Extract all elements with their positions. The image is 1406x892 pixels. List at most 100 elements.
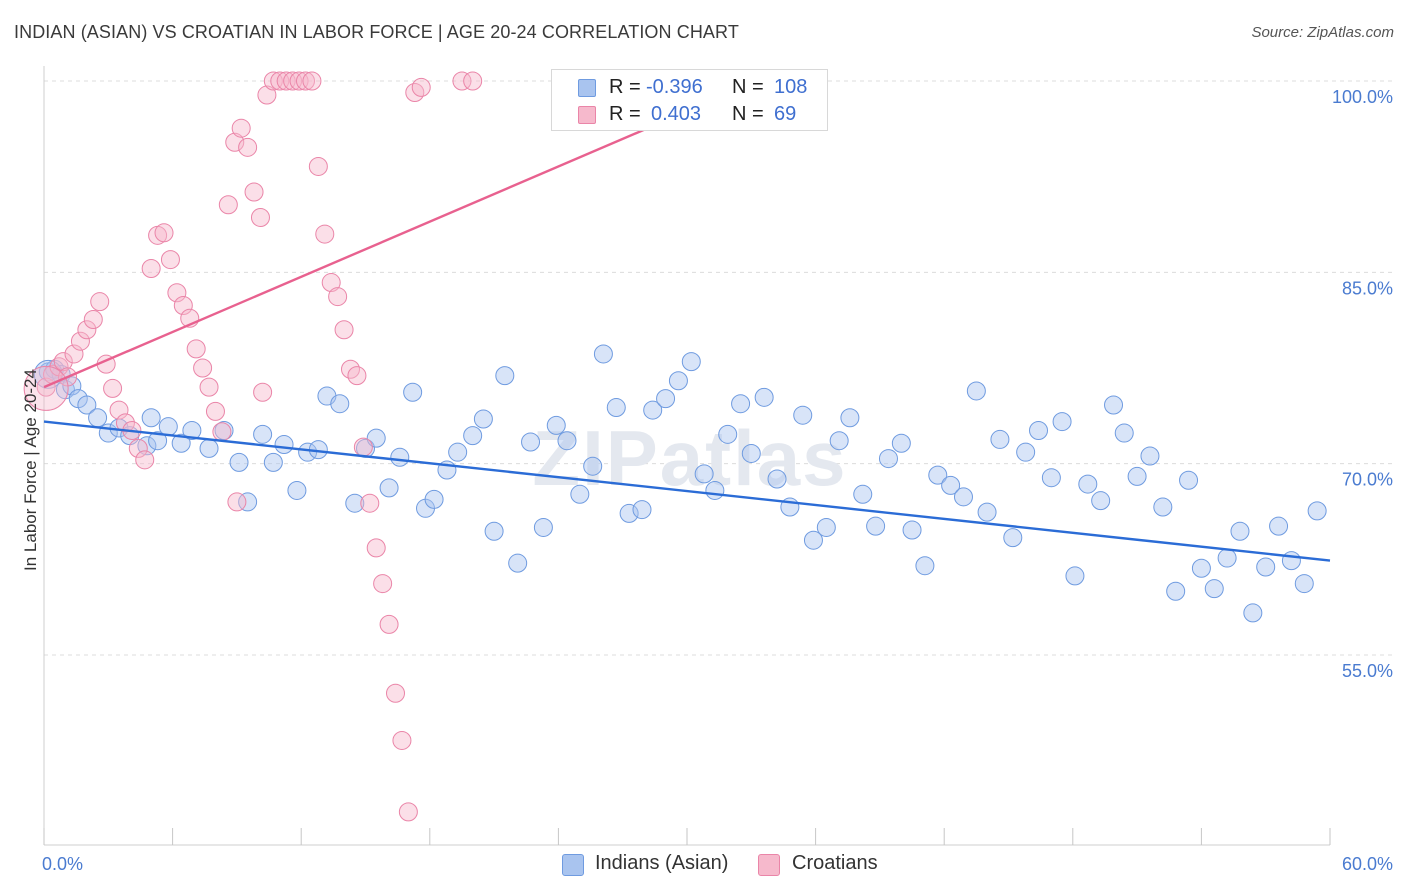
data-point	[694, 464, 714, 484]
data-point	[238, 137, 258, 157]
data-point	[366, 538, 386, 558]
legend-n-label: N =	[732, 76, 764, 98]
y-tick-label: 55.0%	[1342, 661, 1393, 681]
x-tick-label: 0.0%	[42, 854, 83, 874]
legend-row-indians: R = -0.396 N = 108	[552, 73, 827, 101]
data-point	[173, 295, 193, 315]
data-point	[328, 287, 348, 307]
data-point	[212, 422, 232, 442]
data-point	[840, 408, 860, 428]
data-point	[218, 195, 238, 215]
data-point	[521, 432, 541, 452]
legend-n-value: 108	[774, 76, 808, 98]
watermark: ZIPatlas	[532, 414, 847, 502]
data-point	[1191, 558, 1211, 578]
data-point	[754, 387, 774, 407]
data-point	[167, 283, 187, 303]
legend-r-value: -0.396	[646, 76, 703, 98]
data-point	[941, 475, 961, 495]
data-point	[1179, 470, 1199, 490]
data-point	[308, 156, 328, 176]
data-point	[1269, 516, 1289, 536]
data-point	[109, 400, 129, 420]
data-point	[88, 408, 108, 428]
data-point	[193, 358, 213, 378]
data-point	[866, 516, 886, 536]
data-point	[250, 207, 270, 227]
data-point	[473, 409, 493, 429]
data-point	[1065, 566, 1085, 586]
data-point	[533, 517, 553, 537]
data-point	[643, 400, 663, 420]
data-point	[135, 450, 155, 470]
y-tick-label: 85.0%	[1342, 278, 1393, 298]
data-point	[891, 433, 911, 453]
data-point	[484, 521, 504, 541]
data-point	[1166, 581, 1186, 601]
data-point	[403, 382, 423, 402]
data-point	[154, 223, 174, 243]
data-point	[347, 366, 367, 386]
data-point	[77, 395, 97, 415]
data-point	[83, 310, 103, 330]
data-point	[186, 339, 206, 359]
data-point	[1243, 603, 1263, 623]
data-point	[141, 408, 161, 428]
data-point	[1153, 497, 1173, 517]
data-point	[229, 452, 249, 472]
data-point	[448, 442, 468, 462]
tick-labels: 55.0% 70.0% 85.0% 100.0% 0.0% 60.0%	[42, 87, 1393, 874]
data-point	[386, 683, 406, 703]
data-point	[390, 447, 410, 467]
data-point	[263, 452, 283, 472]
data-point	[373, 574, 393, 594]
data-point	[70, 331, 90, 351]
data-point	[225, 132, 245, 152]
data-point	[238, 492, 258, 512]
data-point	[966, 381, 986, 401]
data-point	[741, 443, 761, 463]
data-point	[302, 71, 322, 91]
data-point	[829, 431, 849, 451]
data-point	[141, 259, 161, 279]
data-point	[411, 77, 431, 97]
legend: R = -0.396 N = 108 R = 0.403 N = 69	[551, 69, 828, 131]
data-point	[1052, 412, 1072, 432]
bottom-legend-label-croatians: Croatians	[792, 852, 878, 874]
data-point	[1204, 579, 1224, 599]
data-point	[128, 438, 148, 458]
data-point	[90, 292, 110, 312]
data-point	[424, 489, 444, 509]
data-point	[928, 465, 948, 485]
data-point	[668, 371, 688, 391]
x-tick-label: 60.0%	[1342, 854, 1393, 874]
source-label: Source: ZipAtlas.com	[1251, 24, 1394, 41]
data-point	[803, 530, 823, 550]
data-point	[53, 352, 73, 372]
data-point	[1029, 421, 1049, 441]
data-point	[767, 469, 787, 489]
data-point	[295, 71, 315, 91]
data-point	[681, 352, 701, 372]
data-point	[990, 429, 1010, 449]
data-point	[392, 730, 412, 750]
data-point	[705, 480, 725, 500]
data-point	[902, 520, 922, 540]
data-point	[334, 320, 354, 340]
data-point	[253, 424, 273, 444]
series-croatians	[23, 71, 768, 822]
data-point	[353, 437, 373, 457]
data-point	[160, 250, 180, 270]
data-point	[315, 224, 335, 244]
data-point	[1140, 446, 1160, 466]
data-point	[619, 503, 639, 523]
data-point	[379, 478, 399, 498]
data-point	[1281, 551, 1301, 571]
data-point	[816, 517, 836, 537]
legend-row-croatians: R = 0.403 N = 69	[552, 100, 827, 128]
data-point	[171, 433, 191, 453]
data-point	[23, 365, 69, 411]
data-point	[1078, 474, 1098, 494]
data-point	[321, 273, 341, 293]
